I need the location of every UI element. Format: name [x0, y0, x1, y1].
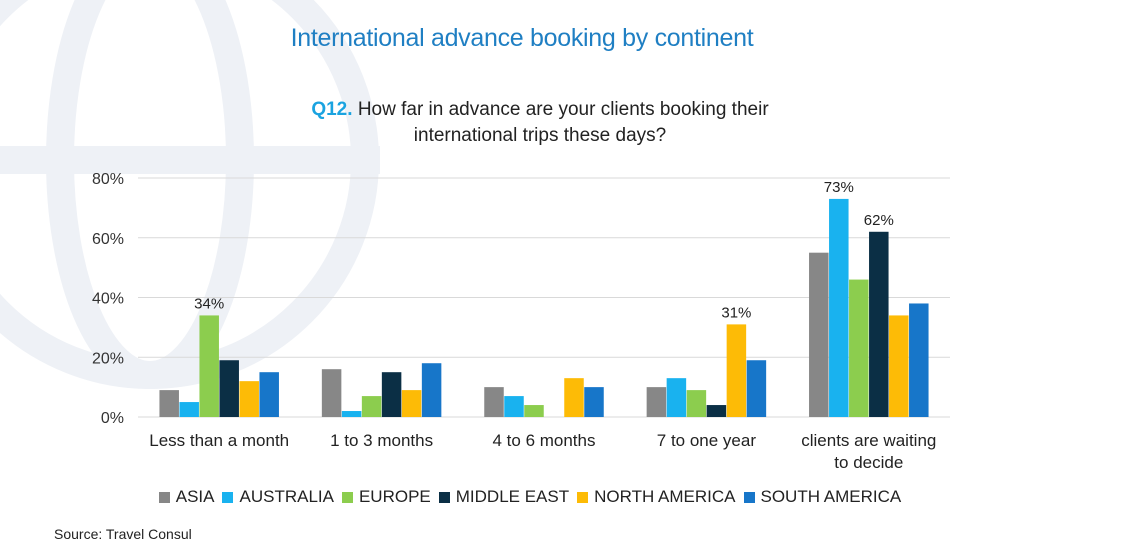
- legend-item: AUSTRALIA: [222, 487, 334, 507]
- legend-swatch: [743, 491, 755, 503]
- bar: [219, 360, 239, 417]
- bar: [361, 396, 382, 417]
- x-tick-label: 1 to 3 months: [330, 431, 433, 450]
- y-tick-label: 60%: [92, 231, 124, 248]
- y-tick-label: 80%: [92, 171, 124, 188]
- bar: [666, 378, 687, 417]
- legend-label: ASIA: [175, 487, 215, 506]
- legend-item: NORTH AMERICA: [577, 487, 736, 507]
- bar: [829, 198, 849, 417]
- legend-swatch: [158, 491, 170, 503]
- x-tick-label: clients are waiting to decide: [801, 431, 936, 472]
- data-label: 73%: [824, 179, 854, 196]
- legend-swatch: [341, 491, 353, 503]
- legend-swatch: [577, 491, 589, 503]
- chart-legend: ASIA AUSTRALIA EUROPE MIDDLE EAST NORTH AMER…: [0, 487, 1060, 507]
- bar: [504, 396, 524, 417]
- bar: [524, 405, 544, 417]
- bar: [849, 279, 869, 417]
- bar: [726, 324, 747, 417]
- legend-item: SOUTH AMERICA: [743, 487, 902, 507]
- bar: [421, 363, 442, 417]
- bar: [179, 402, 199, 417]
- legend-swatch: [222, 491, 234, 503]
- x-tick-label: 4 to 6 months: [492, 431, 595, 450]
- data-label: 62%: [864, 212, 894, 229]
- data-label: 31%: [721, 304, 751, 321]
- x-tick-label: 7 to one year: [657, 431, 757, 450]
- page-title: International advance booking by contine…: [290, 24, 754, 52]
- x-tick-label: Less than a month: [149, 431, 289, 450]
- y-tick-label: 20%: [92, 350, 124, 367]
- bar: [321, 369, 342, 417]
- bar: [341, 411, 362, 417]
- bar: [484, 387, 504, 417]
- bar: [401, 390, 422, 417]
- bar: [199, 315, 219, 417]
- bar: [159, 390, 179, 417]
- bar: [381, 372, 402, 417]
- legend-item: EUROPE: [341, 487, 431, 507]
- bar: [869, 231, 889, 417]
- bar: [909, 303, 929, 417]
- source-note: Source: Travel Consul: [54, 526, 192, 542]
- legend-swatch: [438, 491, 450, 503]
- bar: [584, 387, 604, 417]
- legend-label: MIDDLE EAST: [455, 487, 570, 506]
- chart-question: Q12. How far in advance are your clients…: [260, 97, 820, 149]
- legend-label: AUSTRALIA: [239, 487, 334, 506]
- bar: [259, 372, 279, 417]
- bar: [239, 381, 259, 417]
- bar: [706, 405, 727, 417]
- y-tick-label: 0%: [101, 410, 124, 427]
- question-number: Q12.: [311, 99, 353, 120]
- legend-label: NORTH AMERICA: [594, 487, 736, 506]
- bar: [564, 378, 584, 417]
- y-tick-label: 40%: [92, 291, 124, 308]
- legend-label: EUROPE: [358, 487, 431, 506]
- question-text: How far in advance are your clients book…: [357, 99, 769, 146]
- legend-item: MIDDLE EAST: [438, 487, 570, 507]
- data-label: 34%: [194, 295, 224, 312]
- legend-item: ASIA: [158, 487, 215, 507]
- bar: [889, 315, 909, 417]
- bar: [746, 360, 767, 417]
- legend-label: SOUTH AMERICA: [760, 487, 902, 506]
- bar: [686, 390, 707, 417]
- bar: [646, 387, 667, 417]
- bar: [809, 252, 829, 417]
